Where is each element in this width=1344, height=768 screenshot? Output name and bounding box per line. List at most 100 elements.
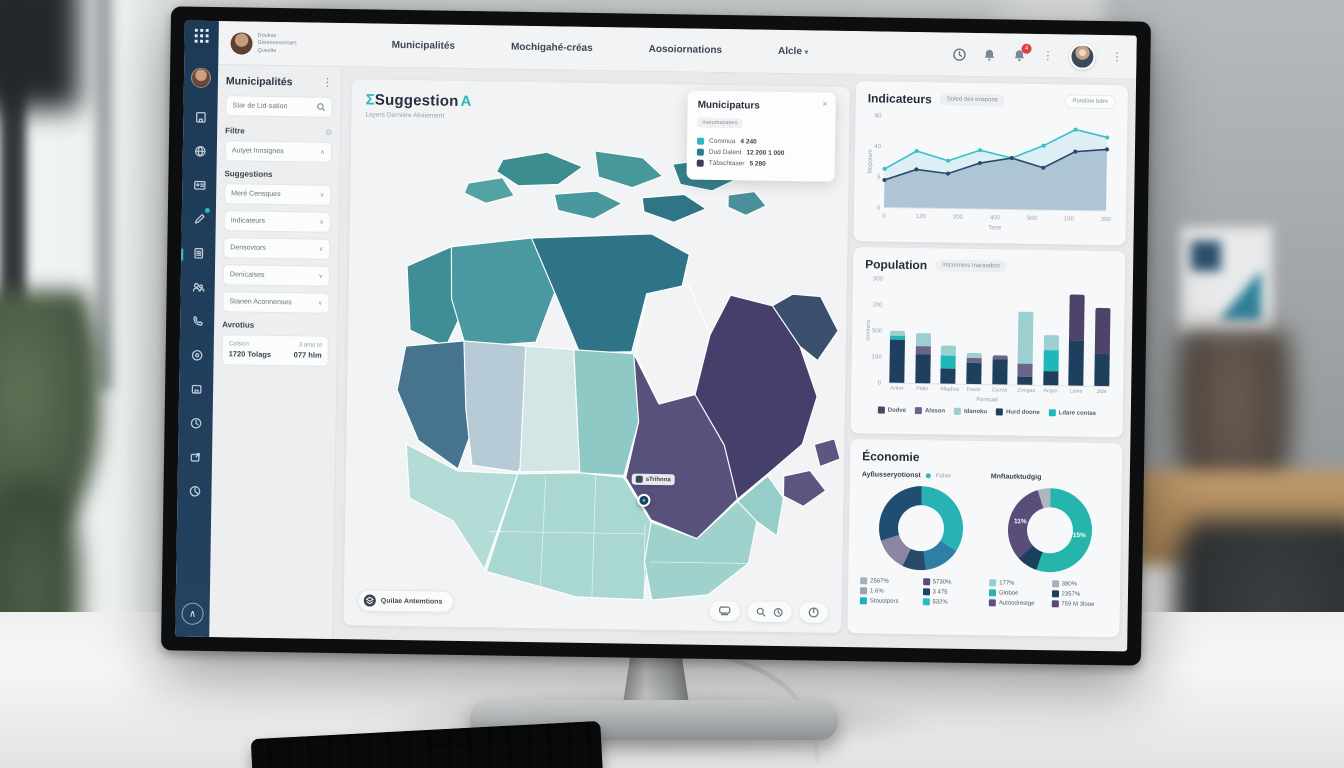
dashboard-screen: ∧ Doukse Géoressourcars Queslte Municipa… xyxy=(175,20,1137,652)
donut-chart-2[interactable]: 15% 11% xyxy=(1006,487,1093,573)
bar[interactable] xyxy=(889,330,906,383)
bar[interactable] xyxy=(1043,334,1059,386)
kebab-menu-icon[interactable]: ⋮ xyxy=(1042,50,1054,63)
map-pin[interactable] xyxy=(637,493,651,507)
indicateurs-card: Indicateurs Soled des onspoos Pondine bd… xyxy=(853,81,1128,246)
bar[interactable] xyxy=(1068,294,1086,386)
popup-badge: marumacaters xyxy=(697,117,743,129)
timer-button[interactable] xyxy=(799,602,828,623)
id-card-icon[interactable] xyxy=(189,175,209,195)
map-city-chip[interactable]: sTrihnna xyxy=(631,473,675,486)
legend-item: 759 M 3looe xyxy=(1051,600,1108,608)
dropdown-2[interactable]: Indicateurs ∨ xyxy=(223,210,331,233)
y-axis-ticks: 0 150 500 200 300 xyxy=(871,276,883,387)
map-card: ΣSuggestion A Layers Dernière Alraiement xyxy=(343,79,850,633)
stat-value: 1720 Tolags xyxy=(228,349,272,359)
home-icon[interactable] xyxy=(186,379,206,399)
bar[interactable] xyxy=(966,352,982,385)
search-input[interactable] xyxy=(232,102,313,111)
close-icon[interactable]: × xyxy=(822,98,828,109)
dropdown-5[interactable]: Stanen Aconnenses ∨ xyxy=(222,291,330,314)
chart-legend: Dodve Alsson Idanoku Hurd doone Ldare contas xyxy=(863,406,1111,417)
bars xyxy=(889,279,1111,388)
map-footer-button[interactable]: Quilae Antemtions xyxy=(357,589,454,613)
map-popup: Municipaturs × marumacaters Commua 4 240 … xyxy=(686,90,836,182)
org-chip[interactable]: Doukse Géoressourcars Queslte xyxy=(230,31,297,55)
bar[interactable] xyxy=(1094,307,1111,387)
svg-text:100: 100 xyxy=(1064,216,1075,222)
phone-icon[interactable] xyxy=(187,311,207,331)
active-indicator xyxy=(181,248,184,261)
history-icon[interactable] xyxy=(185,413,205,433)
monitor: ∧ Doukse Géoressourcars Queslte Municipa… xyxy=(161,6,1151,666)
legend-swatch xyxy=(697,137,705,145)
x-axis-ticks: Arlert Pidie Mladius Davie Zaova Zovgas Argas L… xyxy=(890,385,1107,396)
popup-row: Dud Dalent 12 200 1 000 xyxy=(696,148,825,158)
pen-icon[interactable] xyxy=(189,207,210,229)
alert-badge: 4 xyxy=(1021,43,1032,54)
nav-item-2[interactable]: Mochigahé-créas xyxy=(510,41,593,54)
bar[interactable] xyxy=(914,332,931,384)
profile-avatar[interactable] xyxy=(1069,42,1096,70)
legend-item: Globoe xyxy=(988,589,1046,597)
apps-grid-icon[interactable] xyxy=(194,28,209,48)
chevron-up-button[interactable]: ∧ xyxy=(181,602,204,625)
nav-municipalites[interactable]: Municipalités xyxy=(391,39,456,52)
svg-text:400: 400 xyxy=(990,215,1001,221)
donut-panel-1: Ayßusseryotionst Faher 2567% 5730% 1.6% 3 4… xyxy=(859,471,981,606)
clock-icon[interactable] xyxy=(952,47,966,61)
bar[interactable] xyxy=(991,354,1008,385)
dropdown-3[interactable]: Densovtors ∨ xyxy=(223,237,331,260)
document-icon[interactable] xyxy=(188,243,208,263)
filter-pill[interactable]: Soled des onspoos xyxy=(939,93,1005,107)
notifications-icon[interactable] xyxy=(982,48,996,62)
legend-item: 532% xyxy=(922,598,979,606)
panel-menu-icon[interactable]: ⋮ xyxy=(321,76,334,89)
chevron-down-icon: ∨ xyxy=(318,273,323,280)
users-icon[interactable] xyxy=(188,277,208,297)
legend-item: Alsson xyxy=(914,407,945,415)
kebab-menu-icon[interactable]: ⋮ xyxy=(1111,51,1123,64)
user-avatar[interactable] xyxy=(190,67,212,88)
bar[interactable] xyxy=(940,345,957,384)
canada-map[interactable]: sTrihnna xyxy=(343,137,849,633)
globe-icon[interactable] xyxy=(190,141,210,161)
legend-dot-label: Faher xyxy=(935,472,952,480)
svg-text:0: 0 xyxy=(877,205,881,211)
layers-toggle-button[interactable] xyxy=(709,600,740,622)
donut-legend-1: 2567% 5730% 1.6% 3 475 Stoustpors 532% xyxy=(859,577,979,606)
topbar: Doukse Géoressourcars Queslte Municipali… xyxy=(218,21,1137,80)
period-pill[interactable]: Pondine bdm xyxy=(1064,94,1116,110)
share-icon[interactable] xyxy=(185,447,205,467)
population-card: Population Intconners Inaraadios Inontan… xyxy=(850,247,1126,438)
donut-chart-1[interactable] xyxy=(877,485,964,571)
bar[interactable] xyxy=(1017,311,1034,385)
filter-help-icon[interactable]: ⊙ xyxy=(325,127,333,137)
alerts-icon[interactable]: 4 xyxy=(1012,43,1032,62)
dropdown-filter[interactable]: Autyet Innsignes ∧ xyxy=(224,140,333,163)
popup-row: Tábschtaser 5 280 xyxy=(696,159,825,169)
nav-item-3[interactable]: Aosoiornations xyxy=(648,43,723,57)
search-box[interactable] xyxy=(225,95,333,118)
pie-clock-icon[interactable] xyxy=(184,481,204,501)
notification-dot xyxy=(204,207,210,213)
org-avatar xyxy=(230,31,253,55)
dropdown-4[interactable]: Denícalses ∨ xyxy=(222,264,331,287)
legend-item: Hurd doone xyxy=(995,408,1040,416)
org-line: Géoressourcars xyxy=(257,39,297,47)
zoom-tools-button[interactable] xyxy=(747,601,792,623)
chevron-down-icon: ∨ xyxy=(318,300,323,307)
window-corner xyxy=(0,0,80,110)
filter-pill[interactable]: Intconners Inaraadios xyxy=(935,259,1007,273)
popup-row: Commua 4 240 xyxy=(697,137,825,147)
stat-value: 077 hlm xyxy=(293,350,322,360)
card-title: Population xyxy=(865,257,928,273)
line-chart[interactable]: 0 5 40 80 0 120 200 400 500 100 200 Tane Nopotam xyxy=(866,109,1116,237)
dropdown-1[interactable]: Meré Censques ∨ xyxy=(224,183,332,206)
chevron-down-icon: ▾ xyxy=(804,49,809,57)
nav-item-4[interactable]: Alcle ▾ xyxy=(777,45,809,58)
target-icon[interactable] xyxy=(186,345,206,365)
building-icon[interactable] xyxy=(190,107,210,127)
svg-text:200: 200 xyxy=(1101,217,1112,223)
